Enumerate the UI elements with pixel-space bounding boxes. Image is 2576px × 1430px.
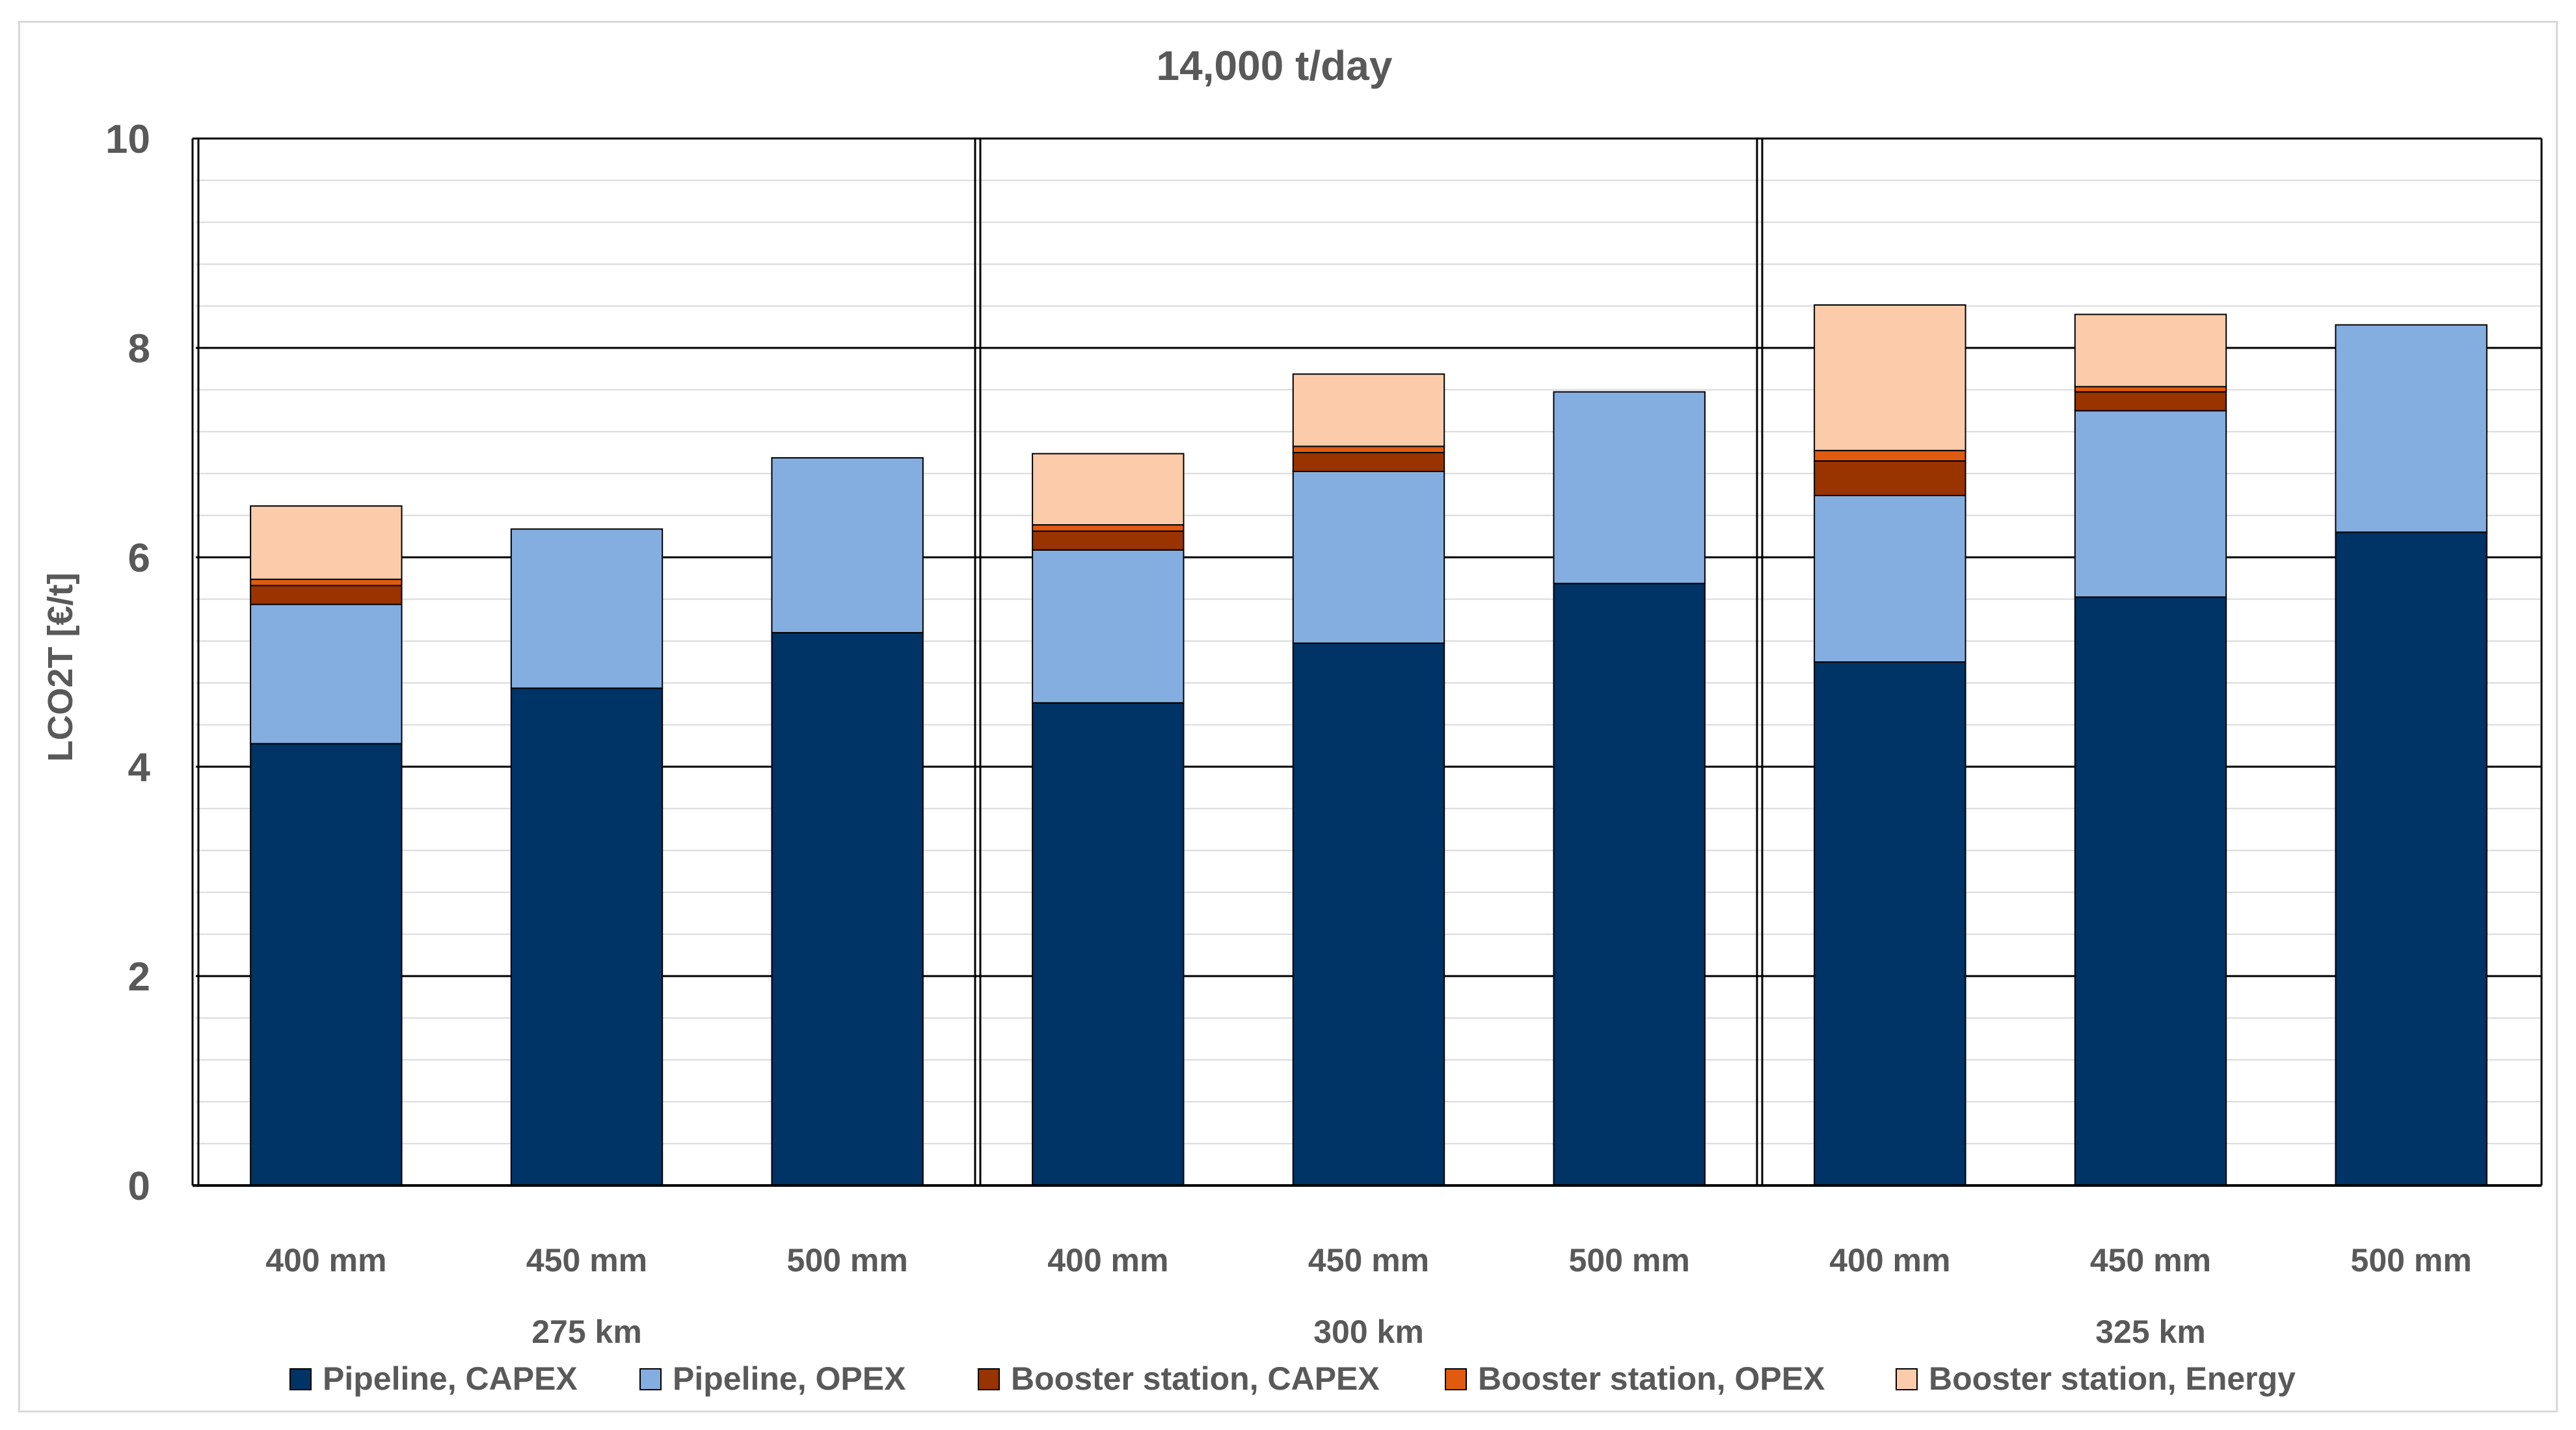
- x-tick-label: 500 mm: [2351, 1242, 2472, 1278]
- bar-segment-3: [1032, 530, 1185, 551]
- legend-swatch-5: [1896, 1368, 1918, 1390]
- tick-labels: 400 mm 450 mm 500 mm 400 mm 450 mm 500 mm 400 …: [105, 117, 2472, 1350]
- bar-segment-3: [250, 585, 403, 605]
- group-label: 300 km: [1313, 1314, 1424, 1350]
- bar-segment-5: [1814, 304, 1966, 451]
- bar-segment-2: [1032, 549, 1185, 704]
- bar-segment-1: [1292, 642, 1445, 1186]
- x-tick-label: 450 mm: [2090, 1242, 2211, 1278]
- group-label: 275 km: [531, 1314, 642, 1350]
- x-tick-label: 400 mm: [265, 1242, 386, 1278]
- bar-segment-2: [2074, 410, 2227, 598]
- axes: [191, 137, 2543, 1187]
- y-tick-label: 8: [128, 326, 150, 371]
- bar-segment-5: [250, 505, 403, 580]
- x-tick-label: 450 mm: [1308, 1242, 1429, 1278]
- y-tick-label: 10: [105, 117, 150, 162]
- legend-swatch-3: [978, 1368, 1000, 1390]
- y-tick-label: 4: [128, 745, 151, 790]
- x-tick-label: 500 mm: [1569, 1242, 1690, 1278]
- y-tick-label: 0: [128, 1164, 150, 1209]
- bar-segment-2: [2335, 324, 2488, 533]
- bar-segment-3: [1292, 452, 1445, 472]
- bar-segment-3: [1814, 460, 1966, 497]
- x-tick-label: 450 mm: [526, 1242, 647, 1278]
- x-tick-label: 400 mm: [1047, 1242, 1168, 1278]
- bar-segment-1: [1032, 702, 1185, 1187]
- bar-segment-5: [2074, 313, 2227, 388]
- bar-segment-1: [771, 631, 924, 1186]
- bar-segment-5: [1292, 373, 1445, 447]
- bar-segment-2: [510, 528, 664, 689]
- chart-title: 14,000 t/day: [1157, 42, 1393, 89]
- bar-segment-1: [1814, 661, 1966, 1186]
- bar-segment-2: [250, 603, 403, 745]
- legend-label: Booster station, CAPEX: [1011, 1360, 1380, 1397]
- x-tick-label: 400 mm: [1829, 1242, 1950, 1278]
- bar-segment-2: [1553, 391, 1706, 585]
- legend-swatch-4: [1445, 1368, 1467, 1390]
- stacked-bar-chart: 14,000 t/day LCO2T [€/t] 400 mm 450 mm 500…: [41, 42, 2543, 1397]
- x-tick-label: 500 mm: [787, 1242, 908, 1278]
- bar-segment-4: [1814, 449, 1966, 462]
- y-axis-label: LCO2T [€/t]: [41, 573, 80, 762]
- bar-segment-3: [2074, 391, 2227, 412]
- legend-label: Booster station, Energy: [1929, 1360, 2296, 1397]
- bar-segment-2: [1814, 495, 1966, 663]
- bar-segment-4: [1292, 445, 1445, 454]
- bar-segment-4: [250, 578, 403, 587]
- legend-label: Pipeline, OPEX: [673, 1360, 906, 1397]
- group-label: 325 km: [2095, 1314, 2206, 1350]
- bars: [250, 304, 2488, 1187]
- y-tick-label: 2: [128, 955, 150, 1000]
- bar-segment-4: [2074, 386, 2227, 393]
- bar-segment-2: [771, 457, 924, 633]
- bar-segment-1: [250, 743, 403, 1186]
- bar-segment-2: [1292, 470, 1445, 644]
- chart-frame: 14,000 t/day LCO2T [€/t] 400 mm 450 mm 500…: [18, 21, 2558, 1412]
- legend-swatch-2: [639, 1368, 662, 1390]
- y-tick-label: 6: [128, 536, 150, 581]
- bar-segment-1: [2335, 531, 2488, 1186]
- bar-segment-1: [510, 687, 664, 1186]
- bar-segment-1: [1553, 583, 1706, 1186]
- legend-label: Booster station, OPEX: [1478, 1360, 1825, 1397]
- bar-segment-5: [1032, 453, 1185, 526]
- bar-segment-4: [1032, 524, 1185, 532]
- legend-label: Pipeline, CAPEX: [323, 1360, 578, 1397]
- legend-swatch-1: [289, 1368, 312, 1390]
- bar-segment-1: [2074, 596, 2227, 1186]
- legend: Pipeline, CAPEX Pipeline, OPEX Booster sta…: [289, 1360, 2296, 1397]
